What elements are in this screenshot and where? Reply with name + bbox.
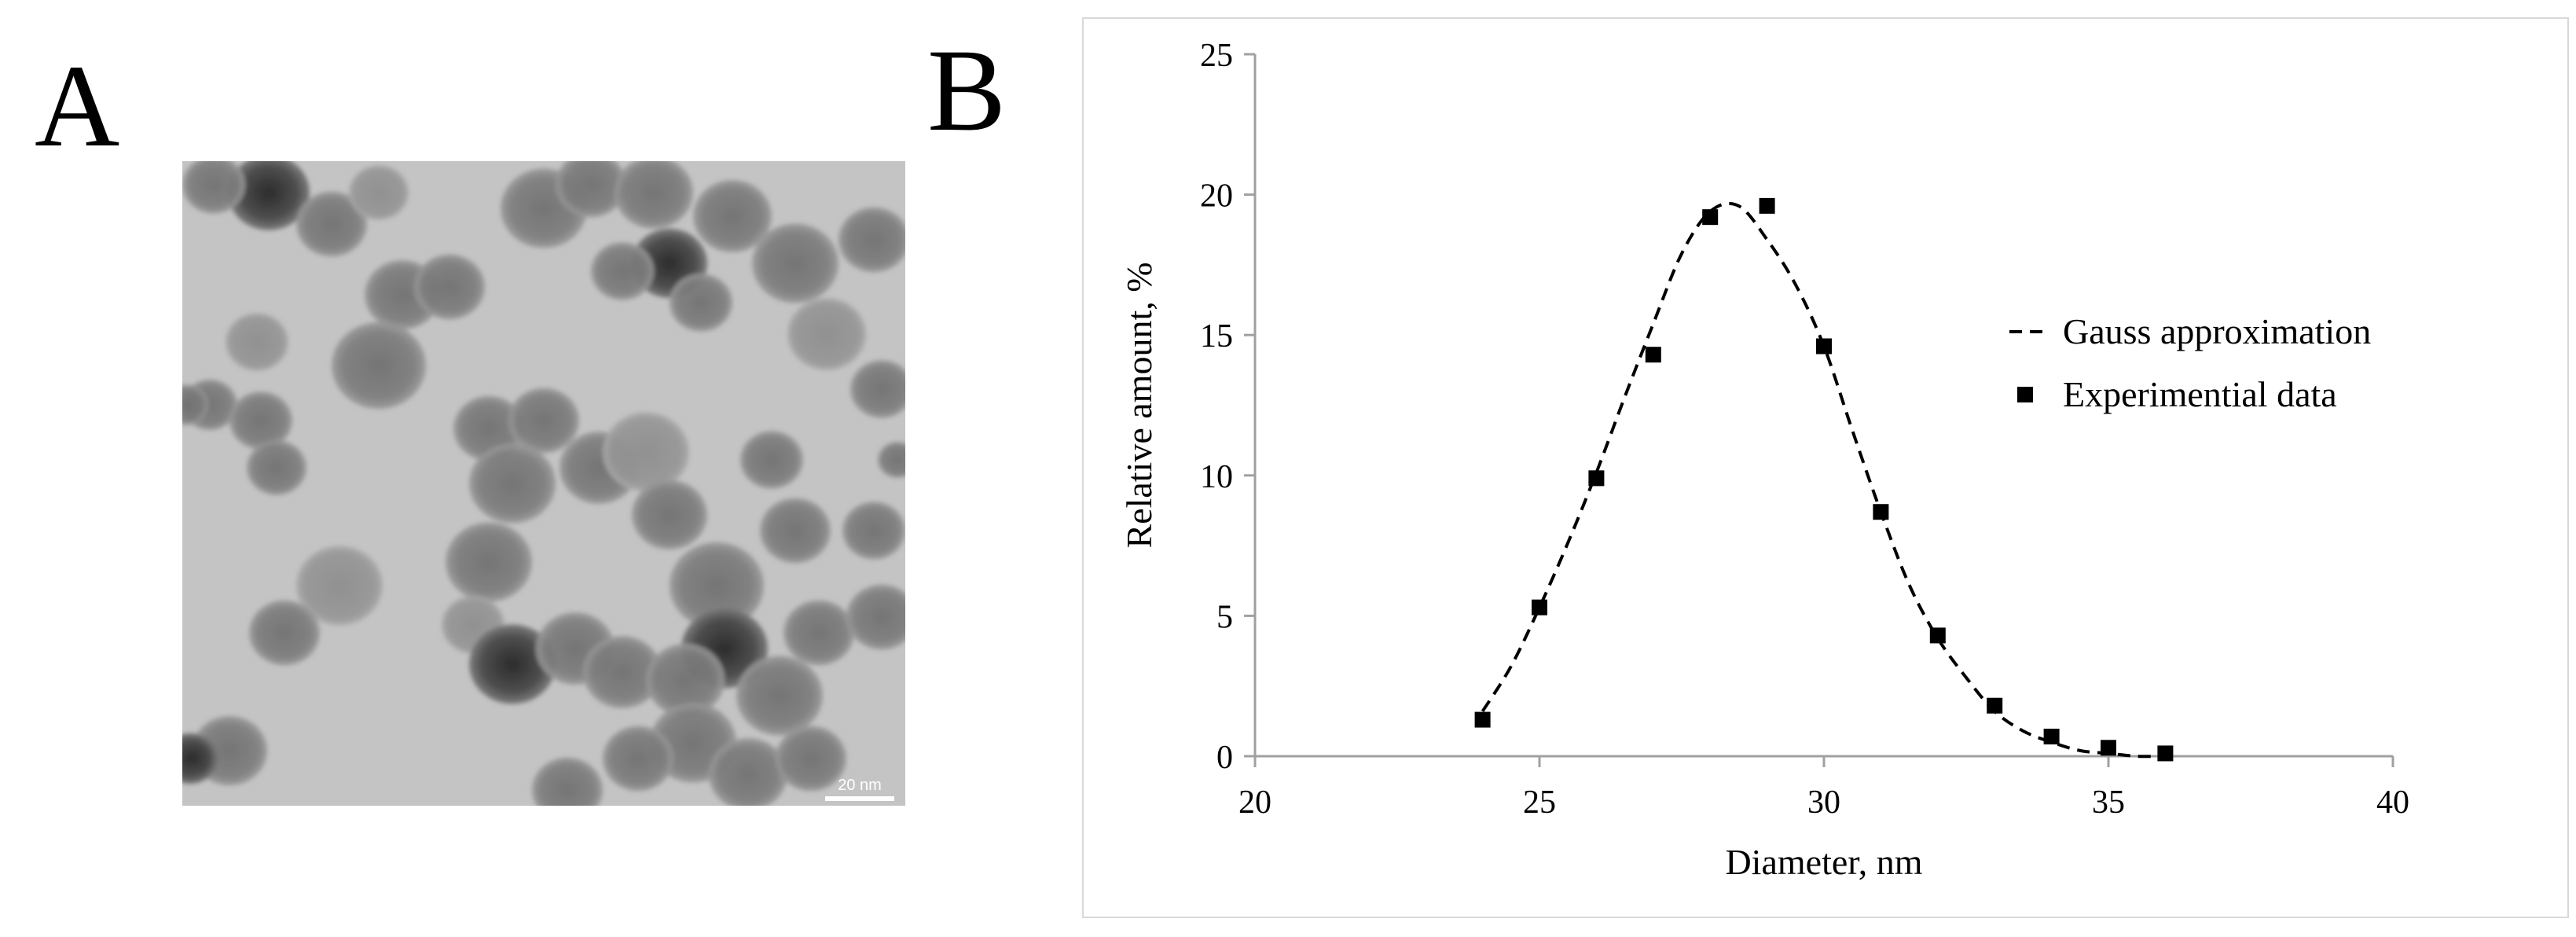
experimental-point xyxy=(2157,745,2174,762)
nanoparticle xyxy=(693,180,772,252)
nanoparticle xyxy=(182,161,245,214)
x-axis-title: Diameter, nm xyxy=(1725,842,1922,882)
nanoparticle xyxy=(332,322,426,410)
nanoparticle xyxy=(603,726,673,792)
nanoparticle xyxy=(709,738,787,806)
nanoparticle xyxy=(532,757,603,806)
legend-gauss-label: Gauss approximation xyxy=(2063,311,2371,351)
nanoparticle xyxy=(296,546,383,626)
nanoparticle xyxy=(736,656,823,736)
nanoparticle xyxy=(632,480,707,550)
nanoparticle xyxy=(776,726,846,792)
nanoparticle xyxy=(752,223,838,303)
nanoparticle xyxy=(349,165,409,220)
panel-label-a: A xyxy=(35,41,120,171)
experimental-point xyxy=(1588,470,1605,487)
legend: Gauss approximation Experimential data xyxy=(2009,311,2371,414)
nanoparticle xyxy=(670,274,732,332)
x-tick-label: 40 xyxy=(2376,785,2409,821)
tem-micrograph: 20 nm xyxy=(182,161,905,806)
nanoparticle xyxy=(591,242,654,300)
scale-bar-line xyxy=(825,796,894,801)
y-tick-label: 25 xyxy=(1200,38,1233,74)
nanoparticle xyxy=(249,600,320,666)
nanoparticle xyxy=(878,442,905,478)
experimental-point xyxy=(1474,711,1491,728)
nanoparticle xyxy=(838,207,905,273)
experimental-data-markers xyxy=(1474,197,2174,762)
tick-labels: 0 5 10 15 20 25 20 25 30 35 40 xyxy=(1200,38,2409,821)
nanoparticle xyxy=(556,161,626,218)
x-tick-label: 35 xyxy=(2092,785,2125,821)
nanoparticle xyxy=(787,298,866,370)
nanoparticle xyxy=(760,498,831,564)
y-tick-label: 20 xyxy=(1200,178,1233,215)
experimental-point xyxy=(1702,209,1719,226)
nanoparticle xyxy=(850,360,905,418)
nanoparticle xyxy=(842,502,905,560)
nanoparticle xyxy=(670,542,764,630)
nanoparticle xyxy=(182,733,218,785)
nanoparticle xyxy=(182,384,208,425)
y-tick-label: 15 xyxy=(1200,318,1233,355)
experimental-point xyxy=(1987,697,2003,714)
experimental-point xyxy=(1759,197,1775,214)
nanoparticle xyxy=(414,254,485,320)
experimental-point xyxy=(1873,504,1889,520)
nanoparticle xyxy=(469,443,556,524)
nanoparticle xyxy=(296,191,367,257)
y-tick-label: 10 xyxy=(1200,459,1233,495)
legend-experimental-swatch xyxy=(2017,387,2033,402)
nanoparticle xyxy=(603,412,689,492)
x-tick-label: 25 xyxy=(1523,785,1556,821)
panel-label-b: B xyxy=(927,25,1007,156)
experimental-point xyxy=(1532,599,1547,615)
nanoparticle xyxy=(646,644,725,716)
nanoparticle xyxy=(508,388,579,454)
scale-bar-label: 20 nm xyxy=(838,777,882,794)
nanoparticle xyxy=(228,161,310,230)
nanoparticle xyxy=(583,636,662,708)
nanoparticle xyxy=(469,624,556,704)
nanoparticle xyxy=(783,600,854,666)
particle-cluster xyxy=(182,161,905,806)
nanoparticle xyxy=(229,391,292,450)
y-tick-label: 0 xyxy=(1216,740,1233,776)
x-tick-label: 30 xyxy=(1807,785,1840,821)
nanoparticle xyxy=(226,313,288,371)
nanoparticle xyxy=(446,522,532,602)
nanoparticle xyxy=(615,161,693,229)
scale-bar: 20 nm xyxy=(825,777,894,801)
chart-frame xyxy=(1082,17,2569,918)
experimental-point xyxy=(2043,728,2060,744)
nanoparticle xyxy=(740,431,803,489)
legend-experimental-label: Experimential data xyxy=(2063,374,2337,414)
experimental-point xyxy=(1816,338,1832,355)
experimental-point xyxy=(1929,627,1946,644)
experimental-point xyxy=(1645,347,1661,363)
x-tick-label: 20 xyxy=(1238,785,1271,821)
nanoparticle xyxy=(846,584,905,650)
nanoparticle xyxy=(247,440,306,495)
axes xyxy=(1244,53,2394,767)
y-axis-title: Relative amount, % xyxy=(1119,262,1159,548)
gauss-approximation-line xyxy=(1481,201,2166,759)
size-distribution-chart: 0 5 10 15 20 25 20 25 30 35 40 Diameter, nm Relati… xyxy=(1119,38,2409,882)
y-tick-label: 5 xyxy=(1216,599,1233,635)
experimental-point xyxy=(2101,740,2116,756)
